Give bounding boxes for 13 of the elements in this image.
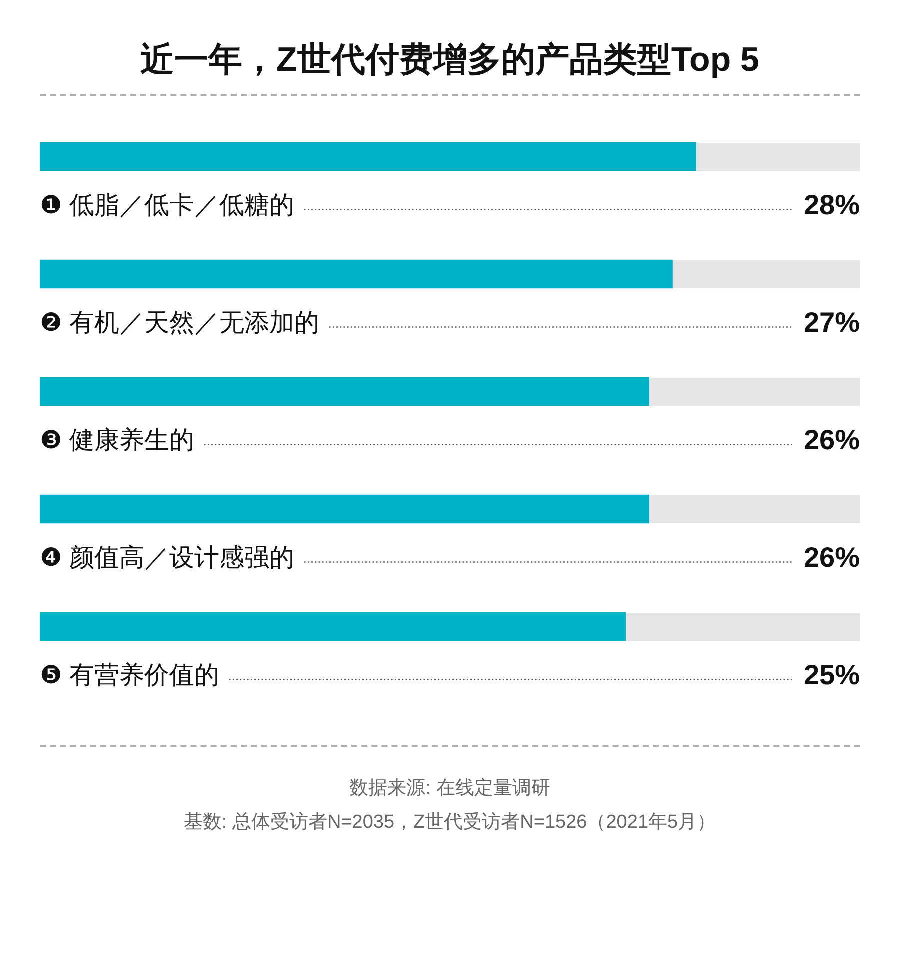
data-label: 28% [804, 189, 860, 220]
data-label: 25% [804, 659, 860, 690]
data-label: 26% [804, 542, 860, 573]
data-label: 26% [804, 424, 860, 456]
y-tick-label: ❶ 低脂／低卡／低糖的 [40, 192, 294, 220]
chart-title: 近一年，Z世代付费增多的产品类型Top 5 [140, 40, 760, 81]
text: 基数: 总体受访者N=2035，Z世代受访者N=1526（2021年5月） [182, 811, 718, 835]
source-note: 数据来源: 在线定量调研 [348, 777, 552, 801]
data-label: 27% [804, 306, 860, 338]
y-tick-label: ❺ 有营养价值的 [40, 662, 220, 690]
y-tick-label: ❷ 有机／天然／无添加的 [40, 309, 320, 338]
y-tick-label: ❹ 颜值高／设计感强的 [40, 544, 294, 572]
y-tick-label: ❸ 健康养生的 [40, 426, 194, 455]
